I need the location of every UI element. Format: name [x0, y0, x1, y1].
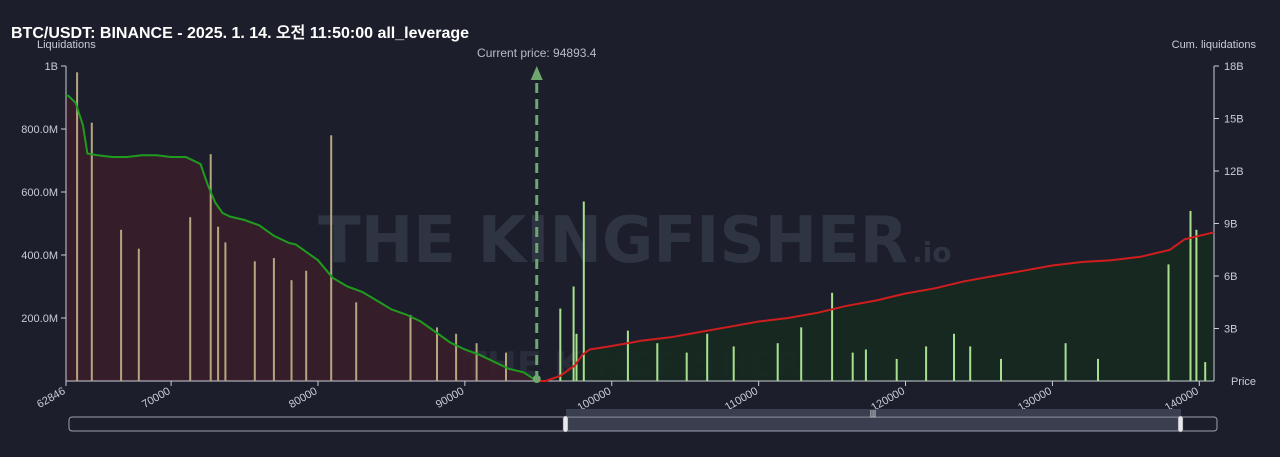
y-right-tick-label: 15B: [1224, 114, 1244, 126]
long-liquidation-bar: [189, 217, 192, 381]
long-liquidation-bar: [120, 229, 123, 381]
long-liquidation-bar: [224, 242, 227, 381]
long-liquidation-bar: [90, 122, 93, 381]
range-slider-window[interactable]: [565, 416, 1182, 432]
x-tick-label: 62846: [35, 385, 67, 411]
watermark-suffix: .io: [912, 236, 951, 269]
long-liquidation-bar: [272, 258, 275, 381]
long-liquidation-bar: [290, 280, 293, 381]
short-liquidation-bar: [851, 352, 854, 381]
short-liquidation-bar: [953, 333, 955, 382]
y-left-tick-label: 1B: [45, 61, 58, 73]
long-liquidation-bar: [475, 343, 478, 381]
long-liquidation-bar: [355, 302, 358, 382]
long-liquidation-bar: [217, 226, 220, 381]
short-liquidation-bar: [572, 286, 575, 381]
short-cum-line: [536, 231, 1215, 382]
x-tick-label: 70000: [140, 385, 172, 411]
range-slider-right-handle[interactable]: [1177, 415, 1184, 433]
y-left-tick-label: 800.0M: [21, 124, 58, 136]
long-liquidation-bar: [455, 333, 458, 382]
short-liquidation-bar: [1064, 343, 1067, 381]
y-right-tick-label: 6B: [1224, 271, 1237, 283]
short-liquidation-bar: [895, 358, 898, 381]
x-tick-label: 80000: [287, 385, 319, 411]
y-right-tick-label: 18B: [1224, 61, 1244, 73]
long-liquidation-bar: [209, 154, 212, 381]
short-liquidation-bar: [582, 201, 585, 381]
short-liquidation-bar: [575, 333, 578, 382]
short-liquidation-bar: [559, 308, 562, 381]
short-liquidation-bar: [800, 327, 803, 381]
short-liquidation-bar: [1204, 362, 1207, 381]
range-slider[interactable]: |||: [68, 409, 1218, 433]
long-liquidation-bar: [330, 135, 333, 381]
short-liquidation-bar: [831, 292, 834, 381]
short-liquidation-bar: [706, 333, 709, 382]
long-liquidation-bar: [137, 248, 140, 381]
y-axis-right-label: Cum. liquidations: [1172, 39, 1257, 51]
short-cum-area: [536, 232, 1214, 381]
y-right-tick-label: 3B: [1224, 324, 1237, 336]
short-liquidation-bar: [685, 352, 688, 381]
short-liquidation-bars: [559, 201, 1207, 382]
current-price-arrow-icon: [530, 66, 543, 80]
short-liquidation-bar: [626, 330, 629, 381]
short-liquidation-bar: [1167, 264, 1170, 381]
range-slider-top-bar[interactable]: [566, 409, 1181, 416]
current-price-marker: [530, 66, 543, 383]
short-liquidation-bar: [864, 349, 867, 381]
short-liquidation-bar: [1000, 358, 1002, 381]
short-liquidation-bar: [776, 343, 779, 381]
chart-title: BTC/USDT: BINANCE - 2025. 1. 14. 오전 11:5…: [11, 25, 470, 42]
long-liquidation-bar: [436, 327, 438, 381]
y-left-tick-label: 600.0M: [21, 187, 58, 199]
y-right-tick-label: 12B: [1224, 166, 1244, 178]
short-liquidation-bar: [969, 346, 972, 381]
long-cum-area: [66, 95, 537, 382]
short-liquidation-bar: [1097, 358, 1099, 381]
long-liquidation-bar: [253, 261, 256, 381]
long-liquidation-bar: [76, 72, 79, 382]
short-liquidation-bar: [732, 346, 735, 381]
long-cum-line: [66, 94, 538, 382]
y-axis-left-label: Liquidations: [37, 39, 96, 51]
long-liquidation-bar: [305, 270, 308, 382]
short-liquidation-bar: [1189, 210, 1192, 381]
y-right-tick-label: 9B: [1224, 219, 1237, 231]
watermark-text: THE KINGFISHER: [318, 204, 908, 278]
range-slider-grip-icon[interactable]: |||: [870, 409, 876, 418]
short-liquidation-bar: [1195, 229, 1198, 381]
current-price-label: Current price: 94893.4: [477, 46, 597, 60]
y-left-tick-label: 200.0M: [21, 313, 58, 325]
short-liquidation-bar: [656, 343, 659, 381]
x-axis-label: Price: [1231, 376, 1256, 388]
x-tick-label: 90000: [434, 385, 466, 411]
y-left-tick-label: 400.0M: [21, 250, 58, 262]
current-price-dot: [532, 375, 541, 383]
range-slider-left-handle[interactable]: [562, 415, 569, 433]
long-liquidation-bars: [76, 72, 507, 382]
short-liquidation-bar: [925, 346, 928, 381]
long-liquidation-bar: [409, 314, 412, 381]
